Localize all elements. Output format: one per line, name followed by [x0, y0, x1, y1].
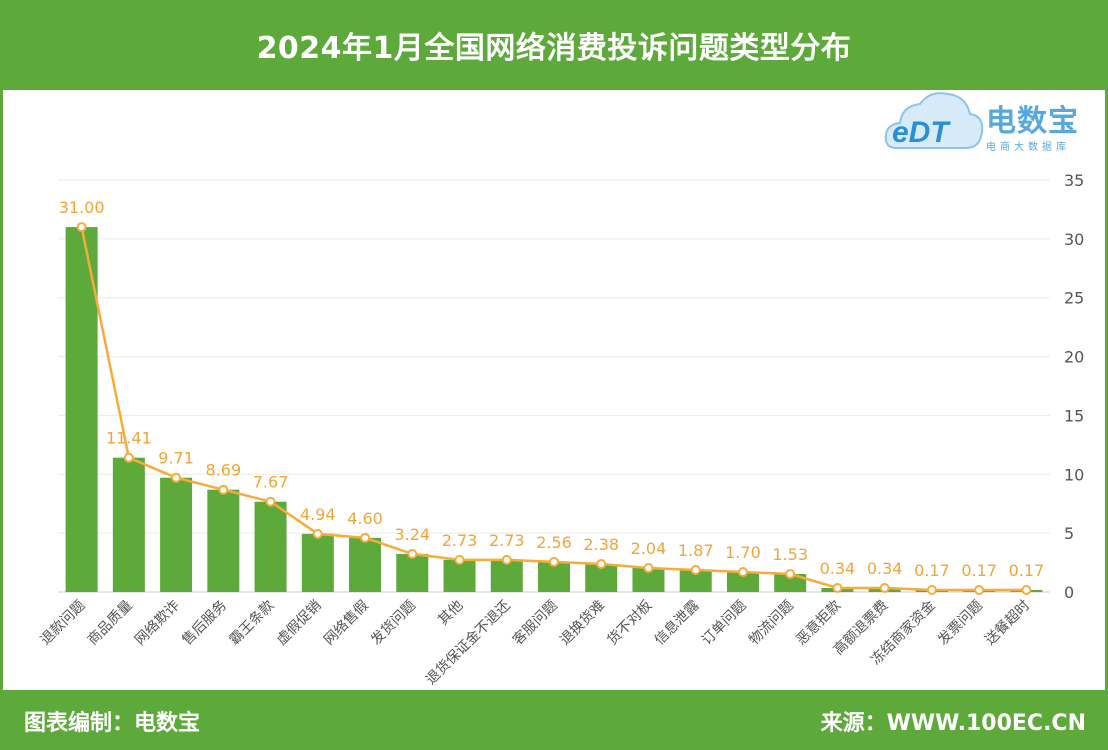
line-point: [123, 452, 134, 463]
bar: [254, 501, 287, 592]
logo-tagline: 电商大数据库: [986, 142, 1070, 153]
chart-title-bar: 2024年1月全国网络消费投诉问题类型分布: [0, 0, 1108, 90]
line-point: [76, 222, 87, 233]
data-label: 0.34: [820, 559, 856, 578]
line-point: [785, 568, 796, 579]
data-label: 31.00: [59, 198, 105, 217]
line-point: [407, 548, 418, 559]
line-point: [690, 564, 701, 575]
bar: [538, 561, 570, 592]
line-point: [879, 582, 890, 593]
line-point: [832, 582, 843, 593]
footer-source: 来源：WWW.100EC.CN: [820, 711, 1086, 736]
brand-logo: eDT 电数宝 电商大数据库: [882, 86, 1100, 158]
line-point: [1021, 584, 1032, 595]
line-point: [218, 484, 229, 495]
cloud-icon: eDT: [884, 92, 984, 149]
line-point: [737, 566, 748, 577]
bar: [679, 569, 712, 592]
y-tick-label: 0: [1064, 583, 1074, 602]
y-tick-label: 30: [1064, 230, 1084, 249]
line-point: [360, 532, 371, 543]
y-tick-label: 15: [1064, 406, 1084, 425]
data-label: 2.73: [489, 531, 525, 550]
data-label: 4.94: [300, 505, 336, 524]
bar: [490, 559, 523, 592]
bar: [396, 553, 429, 592]
bar: [207, 489, 240, 592]
line-point: [312, 528, 323, 539]
data-label: 0.34: [867, 559, 903, 578]
y-tick-label: 10: [1064, 465, 1084, 484]
logo-name: 电数宝: [986, 104, 1079, 139]
footer-credit: 图表编制：电数宝: [24, 711, 201, 736]
data-label: 2.38: [583, 535, 619, 554]
data-label: 2.56: [536, 533, 572, 552]
bar: [112, 457, 145, 592]
data-label: 2.04: [631, 539, 667, 558]
line-point: [549, 556, 559, 567]
line-point: [171, 472, 182, 483]
bar: [65, 227, 98, 593]
data-label: 4.60: [347, 509, 383, 528]
line-point: [643, 562, 654, 573]
data-label: 2.73: [442, 531, 478, 550]
data-label: 1.70: [725, 543, 761, 562]
y-tick-label: 20: [1064, 348, 1084, 367]
data-label: 7.67: [253, 473, 289, 492]
line-point: [974, 584, 985, 595]
line-point: [454, 554, 465, 565]
data-label: 3.24: [394, 525, 430, 544]
line-point: [926, 584, 937, 595]
data-label: 1.87: [678, 541, 714, 560]
line-point: [265, 496, 276, 507]
data-label: 1.53: [772, 545, 808, 564]
data-label: 0.17: [914, 561, 950, 580]
bar: [774, 573, 807, 592]
bar: [443, 559, 476, 592]
logo-mark: eDT: [892, 116, 951, 149]
line-point: [596, 558, 607, 569]
data-label: 11.41: [106, 429, 152, 448]
bar: [349, 537, 382, 592]
bar: [301, 533, 334, 592]
line-point: [501, 554, 512, 565]
bar: [726, 571, 759, 592]
y-tick-label: 35: [1064, 171, 1084, 190]
chart-title: 2024年1月全国网络消费投诉问题类型分布: [256, 31, 852, 66]
data-label: 9.71: [158, 449, 194, 468]
data-label: 0.17: [1009, 561, 1045, 580]
y-tick-label: 25: [1064, 289, 1084, 308]
data-label: 0.17: [961, 561, 997, 580]
y-tick-label: 5: [1064, 524, 1074, 543]
data-label: 8.69: [206, 461, 242, 480]
footer-bar: 图表编制：电数宝 来源：WWW.100EC.CN: [0, 690, 1108, 750]
bar: [160, 477, 193, 592]
